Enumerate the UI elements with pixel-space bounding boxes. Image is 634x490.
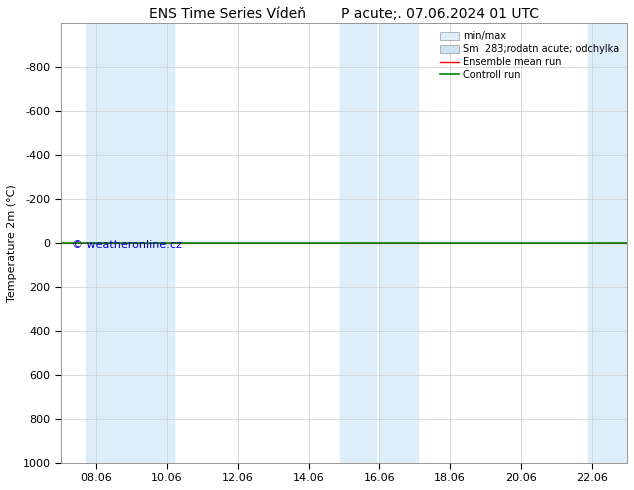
Bar bbox=[588, 24, 627, 463]
Bar bbox=[340, 24, 376, 463]
Legend: min/max, Sm  283;rodatn acute; odchylka, Ensemble mean run, Controll run: min/max, Sm 283;rodatn acute; odchylka, … bbox=[437, 28, 622, 83]
Bar bbox=[379, 24, 418, 463]
Y-axis label: Temperature 2m (°C): Temperature 2m (°C) bbox=[7, 184, 17, 302]
Title: ENS Time Series Vídeň        P acute;. 07.06.2024 01 UTC: ENS Time Series Vídeň P acute;. 07.06.20… bbox=[149, 7, 539, 21]
Text: © weatheronline.cz: © weatheronline.cz bbox=[72, 240, 182, 250]
Bar bbox=[132, 24, 174, 463]
Bar bbox=[86, 24, 132, 463]
